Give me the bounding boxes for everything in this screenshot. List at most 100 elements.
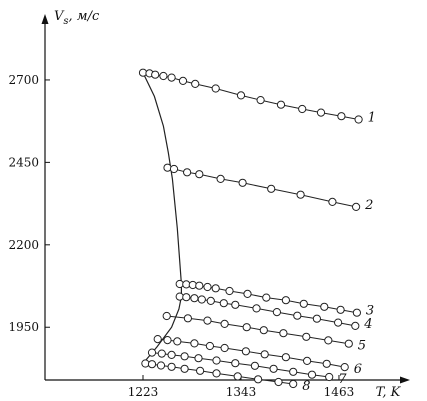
data-point: [254, 375, 263, 384]
data-point: [298, 104, 307, 114]
data-point: [191, 79, 200, 89]
x-axis-label: T, K: [376, 385, 402, 400]
data-point: [340, 363, 349, 372]
boundary-curve: [142, 72, 182, 364]
data-point: [252, 304, 261, 313]
data-point: [243, 289, 252, 298]
data-point: [203, 316, 212, 325]
data-point: [296, 190, 305, 199]
data-point: [303, 356, 312, 365]
data-point: [183, 168, 192, 177]
data-point: [195, 170, 204, 179]
data-point: [293, 311, 302, 320]
data-point: [178, 76, 188, 86]
data-point: [259, 326, 268, 335]
y-axis: Vs, м/с 1950 2200 2450 2700: [8, 9, 100, 380]
data-point: [203, 282, 212, 292]
data-point: [337, 112, 346, 121]
data-point: [147, 360, 157, 369]
data-point: [167, 350, 176, 359]
data-point: [194, 354, 203, 363]
y-axis-arrow: [41, 14, 49, 24]
data-point: [334, 318, 343, 327]
data-point: [316, 108, 326, 117]
data-point: [157, 349, 166, 358]
data-point: [274, 377, 283, 387]
data-point: [175, 292, 184, 301]
data-point: [231, 300, 240, 309]
data-point: [153, 335, 162, 344]
data-point: [236, 91, 246, 100]
data-point: [156, 361, 166, 370]
y-tick-label: 2450: [8, 155, 39, 169]
data-point: [281, 296, 290, 305]
series-label: 5: [358, 339, 366, 354]
data-point: [159, 71, 168, 81]
data-point: [299, 299, 308, 308]
data-point: [250, 361, 259, 370]
series-4: 4: [175, 292, 373, 332]
y-axis-label: Vs, м/с: [54, 9, 100, 27]
data-point: [220, 319, 229, 328]
data-point: [354, 115, 363, 124]
data-point: [260, 350, 269, 359]
data-point: [195, 281, 204, 290]
data-point: [167, 73, 176, 82]
data-point: [163, 163, 172, 172]
data-point: [141, 359, 150, 368]
series-label: 2: [364, 198, 373, 213]
data-point: [205, 341, 214, 351]
data-point: [219, 299, 228, 308]
data-point: [289, 367, 298, 376]
series-label: 3: [366, 304, 374, 319]
data-point: [307, 370, 317, 379]
series-label: 6: [354, 362, 362, 377]
x-tick-label: 1463: [324, 385, 355, 399]
series-line: [166, 315, 349, 345]
series-1: 1: [138, 68, 376, 126]
data-point: [216, 174, 225, 183]
data-point: [180, 352, 189, 361]
data-point: [352, 202, 361, 211]
data-point: [212, 356, 221, 365]
series-line: [142, 72, 359, 120]
data-point: [328, 197, 337, 206]
series-8: 8: [141, 359, 310, 394]
data-point: [238, 178, 247, 187]
series-2: 2: [163, 163, 373, 213]
y-tick-label: 1950: [8, 320, 39, 334]
data-point: [196, 366, 205, 375]
data-point: [169, 164, 179, 174]
data-point: [325, 372, 334, 382]
data-point: [289, 379, 298, 389]
series-3: 3: [175, 279, 374, 319]
series-6: 6: [153, 335, 362, 377]
data-point: [276, 100, 286, 109]
data-point: [180, 364, 189, 373]
data-point: [352, 308, 361, 317]
data-point: [211, 84, 220, 93]
data-point: [312, 314, 321, 323]
series-line: [151, 352, 330, 378]
data-point: [336, 305, 345, 314]
data-point: [320, 302, 329, 311]
series-7: 7: [147, 348, 347, 387]
series-label: 4: [363, 317, 372, 332]
data-point: [212, 369, 221, 378]
data-point: [147, 348, 157, 357]
data-point: [225, 286, 234, 296]
series-line: [167, 167, 357, 208]
series-label: 1: [368, 111, 376, 126]
data-point: [190, 294, 199, 303]
data-point: [351, 321, 360, 330]
series-label: 7: [338, 372, 347, 387]
x-tick-label: 1223: [128, 385, 159, 399]
data-point: [322, 359, 331, 368]
data-point: [324, 336, 333, 345]
data-point: [173, 337, 182, 346]
data-point: [241, 347, 250, 356]
x-tick-label: 1343: [226, 385, 257, 399]
data-point: [233, 372, 242, 381]
data-point: [183, 314, 192, 323]
